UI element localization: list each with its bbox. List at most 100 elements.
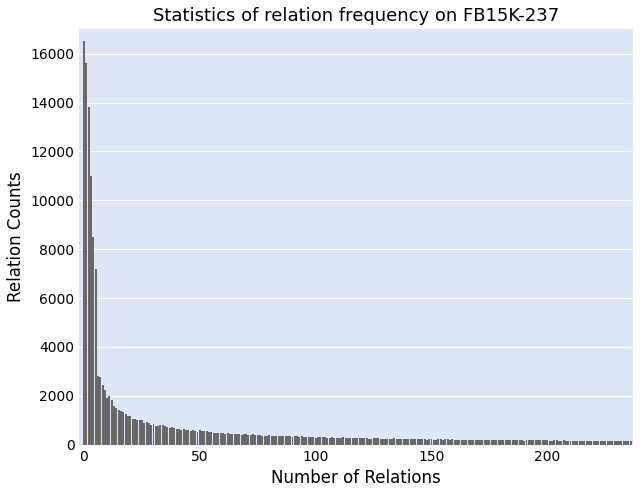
Bar <box>572 441 574 445</box>
Bar <box>255 435 257 445</box>
Bar <box>211 432 212 445</box>
Bar <box>532 441 534 445</box>
Bar <box>547 440 548 445</box>
Bar <box>282 436 284 445</box>
Bar <box>505 440 507 445</box>
Bar <box>122 412 124 445</box>
Bar <box>259 435 261 445</box>
Bar <box>115 408 117 445</box>
Bar <box>120 412 122 445</box>
Bar <box>558 441 560 445</box>
Bar <box>201 431 203 445</box>
X-axis label: Number of Relations: Number of Relations <box>271 469 441 487</box>
Bar <box>579 441 580 445</box>
Bar <box>150 425 152 445</box>
Bar <box>88 108 90 445</box>
Bar <box>322 437 324 445</box>
Bar <box>347 438 349 445</box>
Bar <box>338 438 340 445</box>
Bar <box>444 439 446 445</box>
Bar <box>428 440 430 445</box>
Bar <box>600 441 602 445</box>
Bar <box>493 440 495 445</box>
Bar <box>616 441 618 445</box>
Bar <box>479 440 481 445</box>
Bar <box>159 425 161 445</box>
Bar <box>352 438 354 445</box>
Bar <box>294 436 296 445</box>
Bar <box>310 438 312 445</box>
Bar <box>99 377 101 445</box>
Bar <box>396 439 397 445</box>
Bar <box>194 431 196 445</box>
Y-axis label: Relation Counts: Relation Counts <box>7 171 25 302</box>
Bar <box>433 440 435 445</box>
Bar <box>595 441 597 445</box>
Bar <box>540 440 541 445</box>
Bar <box>188 430 189 445</box>
Bar <box>449 440 451 445</box>
Bar <box>317 437 319 445</box>
Bar <box>125 414 127 445</box>
Bar <box>574 441 576 445</box>
Bar <box>175 429 178 445</box>
Bar <box>178 429 180 445</box>
Bar <box>106 398 108 445</box>
Bar <box>523 441 525 445</box>
Bar <box>627 441 629 445</box>
Bar <box>584 441 586 445</box>
Bar <box>484 440 486 445</box>
Bar <box>537 440 539 445</box>
Bar <box>375 438 377 445</box>
Bar <box>394 439 396 445</box>
Bar <box>157 426 159 445</box>
Bar <box>104 390 106 445</box>
Bar <box>136 419 138 445</box>
Bar <box>384 439 386 445</box>
Bar <box>625 441 627 445</box>
Bar <box>204 431 205 445</box>
Bar <box>477 440 479 445</box>
Bar <box>257 435 259 445</box>
Bar <box>241 435 243 445</box>
Bar <box>287 436 289 445</box>
Bar <box>143 422 145 445</box>
Bar <box>199 430 201 445</box>
Bar <box>303 437 305 445</box>
Bar <box>291 437 294 445</box>
Bar <box>234 434 236 445</box>
Bar <box>486 440 488 445</box>
Bar <box>577 441 579 445</box>
Bar <box>118 410 120 445</box>
Bar <box>525 440 527 445</box>
Bar <box>301 437 303 445</box>
Bar <box>516 440 518 445</box>
Bar <box>305 437 307 445</box>
Bar <box>243 434 245 445</box>
Bar <box>361 438 363 445</box>
Bar <box>368 439 370 445</box>
Bar <box>252 435 254 445</box>
Bar <box>285 436 287 445</box>
Bar <box>342 438 344 445</box>
Bar <box>333 438 335 445</box>
Title: Statistics of relation frequency on FB15K-237: Statistics of relation frequency on FB15… <box>153 7 559 25</box>
Bar <box>225 434 227 445</box>
Bar <box>109 396 111 445</box>
Bar <box>502 440 504 445</box>
Bar <box>356 438 358 445</box>
Bar <box>231 434 233 445</box>
Bar <box>530 440 532 445</box>
Bar <box>227 433 228 445</box>
Bar <box>556 441 557 445</box>
Bar <box>145 422 148 445</box>
Bar <box>498 440 500 445</box>
Bar <box>528 440 530 445</box>
Bar <box>180 430 182 445</box>
Bar <box>196 432 198 445</box>
Bar <box>590 441 593 445</box>
Bar <box>113 406 115 445</box>
Bar <box>371 439 372 445</box>
Bar <box>472 440 474 445</box>
Bar <box>189 431 191 445</box>
